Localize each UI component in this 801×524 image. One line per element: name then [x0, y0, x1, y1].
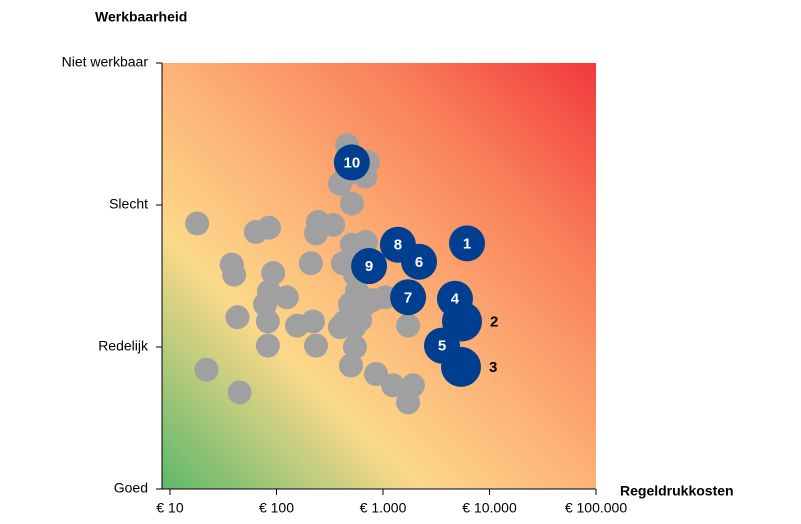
highlight-point: [449, 225, 486, 262]
point: [274, 285, 299, 310]
point-label: 4: [451, 291, 460, 308]
point: [255, 309, 280, 334]
x-tick-label: € 100: [259, 500, 294, 516]
highlight-point: [436, 280, 473, 317]
y-tick-label: Slecht: [109, 196, 148, 212]
point: [255, 333, 280, 358]
point: [321, 212, 346, 237]
point: [300, 309, 325, 334]
point: [396, 390, 421, 415]
x-axis-label: Regeldrukkosten: [620, 483, 734, 499]
x-tick-label: € 100.000: [565, 500, 627, 516]
point: [364, 361, 389, 386]
point: [261, 261, 286, 286]
x-tick-label: € 1.000: [360, 500, 407, 516]
highlight-point: [390, 279, 427, 316]
highlight-point: [333, 144, 370, 181]
point: [304, 333, 329, 358]
point: [227, 380, 252, 405]
highlight-point: [379, 226, 416, 263]
point: [298, 251, 323, 276]
point: [222, 262, 247, 287]
point: [353, 229, 378, 254]
highlight-point: [351, 248, 388, 285]
point: [380, 373, 405, 398]
y-tick-label: Redelijk: [98, 338, 149, 354]
x-tick-label: € 10: [156, 500, 183, 516]
point-label: 9: [365, 258, 373, 275]
point-label: 8: [394, 237, 402, 254]
point: [342, 335, 367, 359]
point-label: 1: [463, 235, 471, 252]
point: [338, 353, 363, 378]
point-label: 3: [489, 359, 497, 376]
point-label: 6: [415, 254, 423, 271]
y-tick-label: Goed: [114, 480, 148, 496]
y-tick-label: Niet werkbaar: [62, 54, 149, 70]
point: [194, 357, 219, 382]
point: [348, 308, 373, 333]
point: [256, 215, 281, 240]
point-label: 7: [404, 289, 412, 306]
point: [185, 211, 210, 236]
point: [225, 305, 250, 330]
point: [339, 191, 364, 216]
point-label: 10: [344, 154, 361, 171]
x-tick-label: € 10.000: [462, 500, 517, 516]
highlight-point: [423, 327, 460, 364]
y-axis-label: Werkbaarheid: [95, 9, 187, 25]
point-label: 5: [438, 338, 446, 355]
point: [396, 313, 421, 338]
point-label: 2: [490, 313, 498, 330]
